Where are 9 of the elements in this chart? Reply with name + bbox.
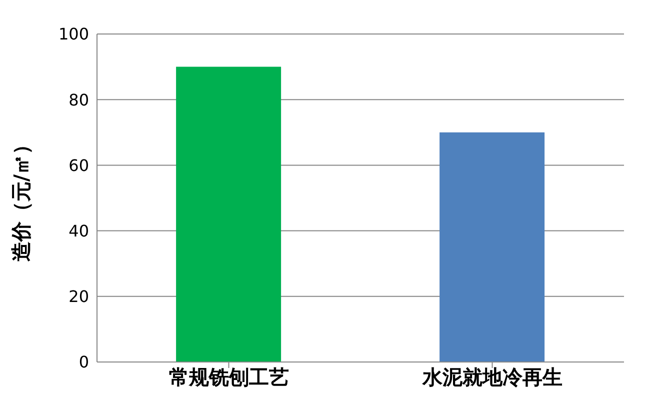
- x-tick-label: 常规铣刨工艺: [168, 365, 289, 390]
- y-tick-label: 100: [58, 24, 89, 44]
- y-tick-label: 0: [78, 352, 89, 372]
- y-axis-title: 造价（元/㎡）: [9, 134, 34, 262]
- y-tick-label: 40: [68, 221, 89, 240]
- x-tick-label: 水泥就地冷再生: [421, 365, 562, 390]
- y-tick-label: 60: [68, 156, 89, 175]
- y-tick-label: 80: [68, 90, 89, 110]
- y-tick-label: 20: [68, 287, 89, 306]
